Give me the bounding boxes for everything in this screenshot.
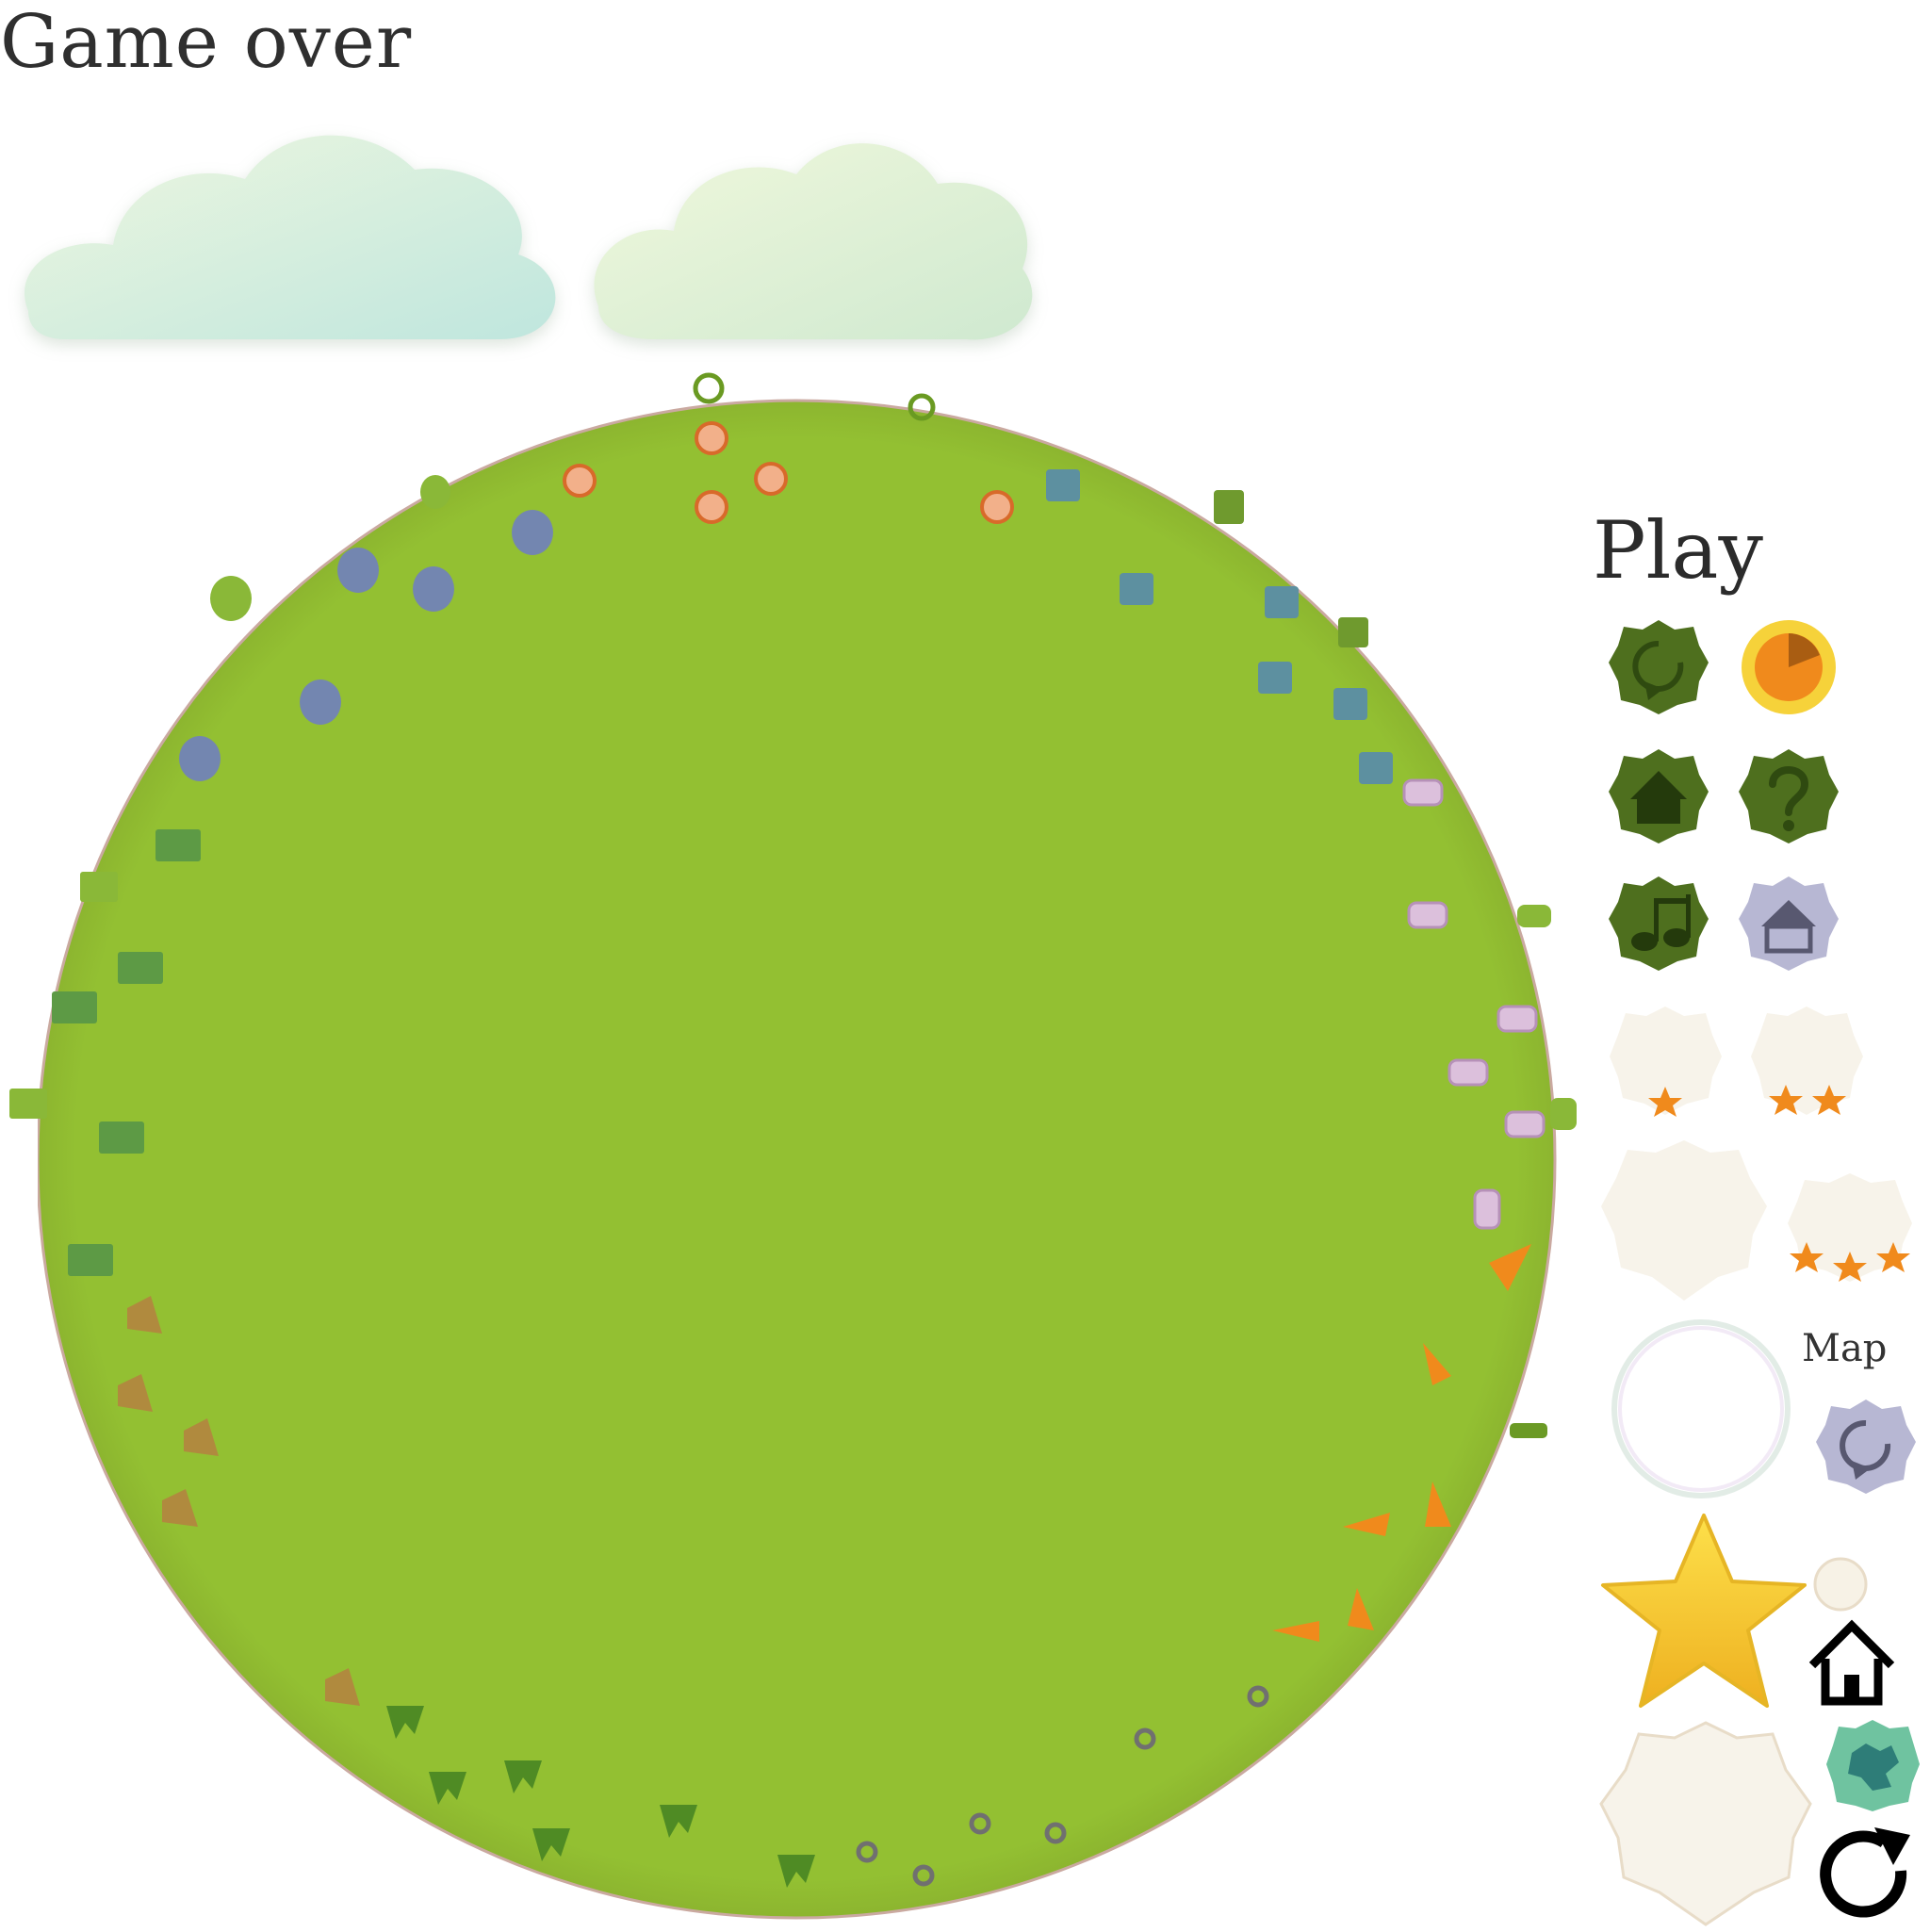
- building-icon: [52, 829, 201, 1276]
- refresh-icon: [1820, 1827, 1910, 1918]
- marshmallow-icon: [1402, 778, 1546, 1230]
- two-star-badge[interactable]: [1748, 1002, 1866, 1120]
- cloud-left: [25, 135, 556, 339]
- music-icon: [1631, 894, 1691, 951]
- cloud-right: [594, 143, 1033, 340]
- restart-icon: [1632, 640, 1684, 692]
- map-restart-button[interactable]: [1814, 1395, 1918, 1498]
- star-icon: [1790, 1242, 1910, 1282]
- scissors-icon: [856, 1685, 1269, 1887]
- pearl-icon: [1813, 1557, 1868, 1612]
- world-map-icon: [1826, 1720, 1920, 1811]
- home-icon: [1761, 900, 1816, 954]
- map-bubble: [1611, 1319, 1791, 1498]
- green-swirl-icon: [693, 372, 936, 421]
- planet: [38, 399, 1557, 1920]
- restart-button[interactable]: [1607, 615, 1710, 719]
- help-icon: [1769, 766, 1809, 816]
- three-star-badge[interactable]: [1784, 1169, 1916, 1291]
- blank-badge[interactable]: [1597, 1136, 1772, 1305]
- world-map-button[interactable]: [1824, 1715, 1922, 1814]
- refresh-button[interactable]: [1814, 1824, 1922, 1930]
- home-button[interactable]: [1607, 745, 1710, 848]
- help-button[interactable]: [1737, 745, 1840, 848]
- star-icon: [1769, 1085, 1846, 1115]
- game-over-title: Game over: [0, 0, 413, 85]
- sun-timer-icon: [1742, 620, 1836, 714]
- play-label: Play: [1593, 504, 1763, 597]
- home-black-button[interactable]: [1805, 1616, 1899, 1711]
- grass-icon: [386, 1706, 815, 1888]
- rock-icon: [118, 1296, 360, 1706]
- carrot-icon: [1272, 1244, 1531, 1642]
- home-icon: [1630, 771, 1687, 824]
- green-ghost-icon: [210, 475, 450, 621]
- restart-icon: [1840, 1419, 1891, 1471]
- large-cream-badge[interactable]: [1595, 1717, 1817, 1930]
- one-star-badge[interactable]: [1607, 1002, 1725, 1120]
- ghost-icon: [179, 510, 553, 781]
- big-star: [1601, 1514, 1807, 1708]
- sun-timer-button[interactable]: [1737, 615, 1840, 719]
- home-lilac-button[interactable]: [1737, 872, 1840, 975]
- map-label: Map: [1802, 1327, 1888, 1370]
- star-icon: [1648, 1087, 1682, 1117]
- planet-items: [9, 372, 1577, 1888]
- music-button[interactable]: [1607, 872, 1710, 975]
- lollipop-icon: [563, 421, 1014, 524]
- calculator-icon: [1046, 469, 1393, 784]
